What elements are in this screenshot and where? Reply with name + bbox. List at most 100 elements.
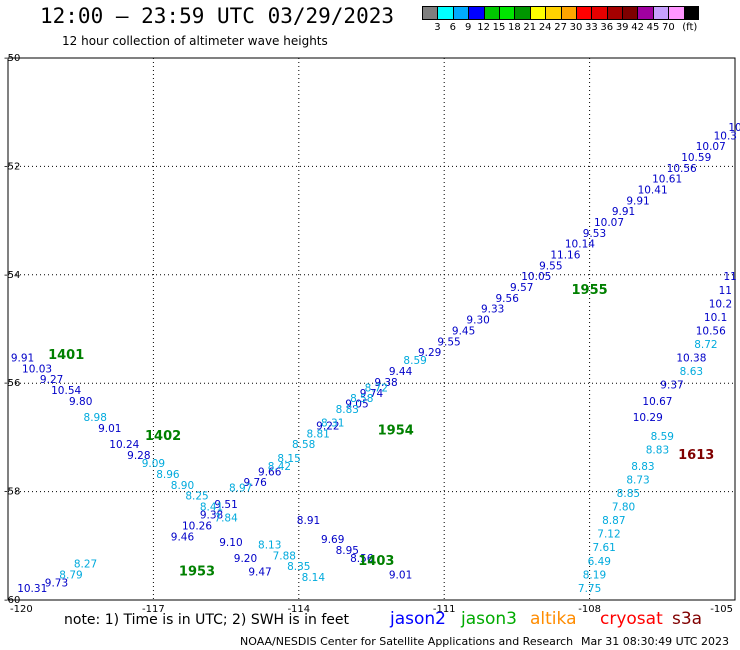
colorbar-swatch	[545, 6, 561, 20]
pass-time-label: 1955	[572, 283, 608, 298]
swh-label-jason3: 8.58	[350, 393, 373, 405]
colorbar-swatch	[529, 6, 546, 20]
swh-label-jason3: 8.73	[626, 474, 649, 486]
colorbar-tick-label: 42	[631, 22, 644, 33]
wave-height-colorbar	[422, 6, 700, 20]
swh-label-jason3: 8.25	[185, 491, 208, 503]
swh-label-jason2: 9.73	[45, 577, 68, 589]
swh-label-jason3: 8.83	[336, 404, 359, 416]
colorbar-tick-label: 39	[615, 22, 629, 33]
units-note: note: 1) Time is in UTC; 2) SWH is in fe…	[64, 612, 350, 628]
swh-label-jason3: 8.19	[583, 569, 606, 581]
swh-label-jason2: 9.91	[612, 206, 635, 218]
lon-tick-label: -108	[578, 604, 601, 615]
swh-label-jason3: 7.12	[597, 529, 620, 541]
colorbar-swatch	[637, 6, 653, 20]
colorbar-swatch	[468, 6, 484, 20]
swh-label-jason3: 8.41	[200, 502, 223, 514]
colorbar-tick-label: 30	[569, 22, 583, 33]
colorbar-tick-label: 33	[585, 22, 598, 33]
swh-label-jason3: 7.88	[273, 550, 296, 562]
pass-time-label: 1401	[48, 348, 84, 363]
swh-label-jason3: 8.58	[292, 439, 315, 451]
swh-label-jason3: 9.09	[142, 458, 165, 470]
swh-label-jason2: 11	[719, 285, 732, 297]
figure-subtitle: 12 hour collection of altimeter wave hei…	[62, 34, 328, 48]
swh-label-jason2: 9.66	[258, 466, 282, 478]
swh-label-jason3: 8.96	[156, 469, 180, 481]
swh-label-jason2: 9.01	[389, 569, 412, 581]
colorbar-swatch	[652, 6, 669, 20]
swh-label-jason2: 9.47	[248, 567, 271, 579]
swh-label-jason3: 7.84	[214, 512, 238, 524]
swh-label-jason3: 8.83	[646, 445, 669, 457]
swh-label-jason2: 9.27	[40, 374, 63, 386]
generated-timestamp: Mar 31 08:30:49 UTC 2023	[581, 635, 729, 648]
swh-label-jason2: 9.01	[98, 423, 121, 435]
swh-label-jason2: 9.38	[200, 510, 223, 522]
colorbar-swatch	[452, 6, 469, 20]
colorbar-tick-label: 3	[434, 22, 441, 33]
swh-label-jason2: 10.1	[704, 312, 727, 324]
colorbar-swatch	[498, 6, 515, 20]
swh-label-jason2: 9.22	[316, 420, 339, 432]
swh-label-jason2: 9.56	[496, 293, 520, 305]
swh-label-jason2: 10.31	[17, 583, 47, 595]
colorbar-swatch	[575, 6, 592, 20]
swh-label-jason2: 9.29	[418, 347, 441, 359]
swh-label-jason2: 9.55	[539, 260, 562, 272]
swh-label-jason2: 9.38	[374, 377, 397, 389]
swh-label-jason2: 9.74	[360, 388, 384, 400]
swh-label-jason2: 8.91	[297, 515, 320, 527]
swh-label-jason3: 8.59	[403, 355, 426, 367]
legend-jason2: jason2	[390, 609, 446, 629]
pass-time-label: 1954	[378, 424, 414, 439]
credit-text: NOAA/NESDIS Center for Satellite Applica…	[240, 635, 574, 648]
swh-label-jason3: 8.42	[268, 461, 291, 473]
colorbar-swatch	[591, 6, 607, 20]
swh-label-jason2: 9.51	[214, 499, 237, 511]
swh-label-jason3: 8.72	[365, 382, 388, 394]
lat-tick-label: -54	[4, 270, 20, 281]
colorbar-tick-label: (ft)	[682, 22, 698, 33]
swh-label-jason3: 8.81	[306, 428, 329, 440]
map-frame	[7, 57, 736, 601]
colorbar-tick-label: 6	[449, 22, 456, 33]
colorbar-swatch	[422, 6, 438, 20]
swh-label-jason2: 11.16	[550, 250, 580, 262]
swh-label-jason3: 8.97	[229, 483, 252, 495]
swh-label-jason2: 9.57	[510, 282, 533, 294]
swh-label-jason2: 9.91	[11, 353, 34, 365]
swh-label-jason2: 10.14	[565, 239, 595, 251]
colorbar-tick-label: 9	[465, 22, 472, 33]
swh-label-jason2: 10.61	[652, 174, 682, 186]
swh-label-jason3: 8.15	[277, 453, 300, 465]
swh-label-jason3: 7.80	[612, 502, 635, 514]
swh-label-jason3: 8.72	[694, 339, 717, 351]
colorbar-tick-label: 36	[600, 22, 614, 33]
lat-tick-label: -52	[4, 161, 20, 172]
pass-time-label: 1403	[358, 554, 394, 569]
pass-time-label: 1613	[678, 448, 714, 463]
swh-label-jason2: 9.05	[345, 399, 368, 411]
swh-label-jason2: 10.24	[109, 439, 139, 451]
lon-tick-label: -105	[710, 604, 733, 615]
lat-tick-label: -56	[4, 378, 20, 389]
swh-label-jason2: 9.80	[69, 396, 92, 408]
colorbar-tick-label: 24	[538, 22, 552, 33]
colorbar-swatch	[560, 6, 576, 20]
swh-label-jason2: 9.30	[466, 315, 489, 327]
swh-label-jason3: 8.85	[617, 488, 640, 500]
swh-label-jason2: 9.76	[243, 477, 267, 489]
colorbar-tick-label: 21	[523, 22, 537, 33]
colorbar-tick-label: 70	[662, 22, 675, 33]
swh-label-jason2: 10.67	[642, 396, 672, 408]
swh-label-jason2: 9.91	[626, 195, 649, 207]
swh-label-jason2: 9.55	[437, 336, 460, 348]
swh-label-jason2: 10.07	[594, 217, 624, 229]
swh-label-jason3: 7.75	[578, 583, 601, 595]
swh-label-jason2: 10.38	[676, 353, 706, 365]
lat-tick-label: -58	[4, 487, 20, 498]
